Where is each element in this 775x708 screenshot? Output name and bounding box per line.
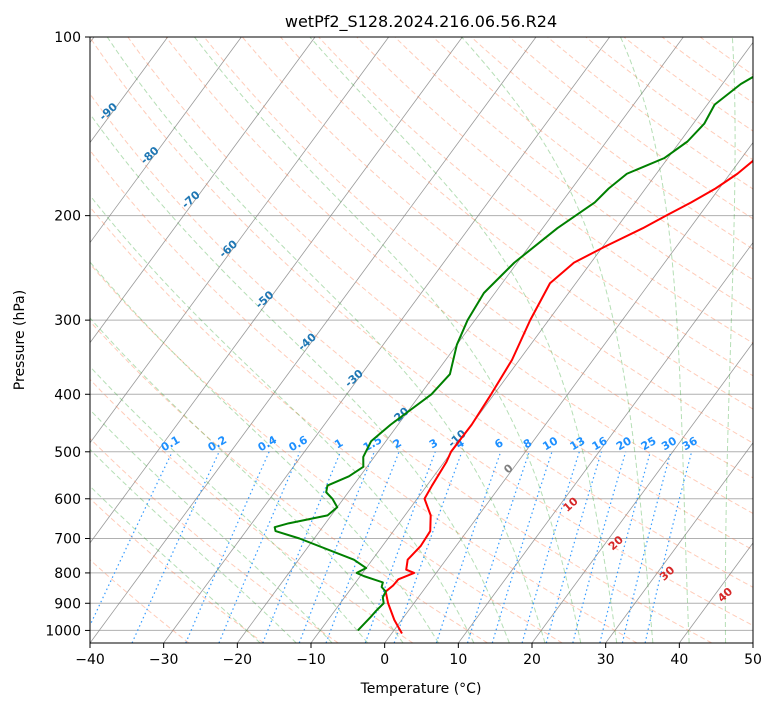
isotherm-line: [310, 41, 753, 643]
isotherm-line: [90, 37, 537, 643]
isotherm-line: [605, 442, 753, 643]
mixing-ratio-line: [435, 451, 502, 643]
moist-adiabat-line: [724, 37, 736, 643]
mixing-ratio-line: [621, 451, 672, 643]
isotherm-line: [531, 342, 753, 643]
isotherm-line: [90, 37, 169, 144]
mixing-ratio-line: [491, 451, 553, 643]
mixing-ratio-line: [466, 451, 530, 643]
plot-frame: [89, 36, 754, 644]
y-tick-label: 500: [54, 445, 81, 461]
mixing-ratio-line: [521, 451, 580, 643]
dry-adiabat-line: [90, 93, 753, 627]
moist-adiabat-line: [309, 37, 618, 643]
dry-adiabat-line: [356, 37, 753, 344]
y-tick-label: 200: [54, 209, 81, 225]
y-tick-label: 600: [54, 492, 81, 508]
isotherm-line: [458, 241, 753, 643]
isotherm-line: [90, 37, 242, 244]
mixing-ratio-line: [218, 451, 301, 643]
moist-adiabat-line: [90, 261, 439, 643]
isotherm-line: [90, 37, 390, 444]
dry-adiabat-line: [318, 37, 753, 377]
mixing-ratio-line: [572, 451, 627, 643]
y-tick-label: 1000: [45, 623, 81, 639]
dry-adiabat-line: [394, 37, 753, 312]
dry-adiabat-line: [470, 37, 753, 250]
moist-adiabat-line: [90, 448, 297, 643]
dewpoint-profile-line: [273, 75, 753, 632]
dry-adiabat-line: [280, 37, 753, 410]
y-tick-label: 800: [54, 566, 81, 582]
isotherm-line: [384, 141, 753, 643]
moist-adiabat-line: [106, 37, 546, 643]
x-tick-label: 0: [380, 652, 389, 668]
dry-adiabat-line: [90, 263, 563, 643]
x-tick-label: −20: [223, 652, 253, 668]
mixing-ratio-line: [298, 451, 375, 643]
axis-ticks: −40 −30 −20 −10 0 10 20 30 40 50 1000 900 800 700 600 5…: [45, 30, 762, 668]
y-tick-label: 300: [54, 313, 81, 329]
isotherm-line: [90, 37, 463, 544]
x-tick-label: 40: [670, 652, 688, 668]
moist-adiabat-line: [90, 317, 404, 643]
x-tick-label: 10: [449, 652, 467, 668]
y-axis-label: Pressure (hPa): [12, 290, 28, 390]
mixing-ratio-line: [262, 451, 342, 643]
moist-adiabat-line: [90, 409, 333, 643]
x-tick-label: −30: [149, 652, 179, 668]
dry-adiabat-line: [241, 37, 753, 444]
isotherm-line: [237, 37, 684, 643]
dry-adiabat-line: [585, 37, 753, 161]
dry-adiabat-line: [127, 37, 753, 551]
moist-adiabat-line: [90, 365, 369, 643]
moist-adiabat-line: [620, 37, 690, 643]
moist-adiabat-line: [90, 194, 475, 643]
dry-adiabat-line: [203, 37, 753, 479]
x-tick-label: 50: [744, 652, 762, 668]
dry-adiabat-line: [90, 497, 264, 643]
x-tick-label: 30: [597, 652, 615, 668]
moist-adiabat-line: [90, 113, 510, 643]
x-tick-label: −40: [75, 652, 105, 668]
mixing-ratio-line: [545, 451, 603, 643]
moist-adiabat-line: [461, 37, 654, 643]
dry-adiabat-line: [165, 37, 753, 515]
y-tick-label: 400: [54, 387, 81, 403]
dry-adiabat-line: [90, 206, 638, 643]
x-tick-label: 20: [523, 652, 541, 668]
temperature-profile-line: [384, 159, 753, 634]
mixing-ratio-line: [599, 451, 651, 643]
dry-adiabat-line: [547, 37, 753, 190]
moist-adiabat-line: [90, 485, 261, 643]
dry-adiabat-line: [90, 149, 712, 643]
isotherm-line: [90, 37, 316, 344]
x-axis-label: Temperature (°C): [360, 681, 482, 697]
mixing-ratio-line: [90, 451, 173, 627]
dry-adiabat-line: [90, 37, 753, 588]
mixing-ratio-line: [185, 451, 270, 643]
mixing-ratio-line: [131, 451, 220, 643]
y-tick-label: 900: [54, 596, 81, 612]
mixing-ratio-line: [644, 451, 693, 643]
x-tick-label: −10: [296, 652, 326, 668]
chart-title: wetPf2_S128.2024.216.06.56.R24: [285, 12, 557, 32]
y-tick-label: 100: [54, 30, 81, 46]
y-tick-label: 700: [54, 532, 81, 548]
isotherm-line: [163, 37, 611, 643]
